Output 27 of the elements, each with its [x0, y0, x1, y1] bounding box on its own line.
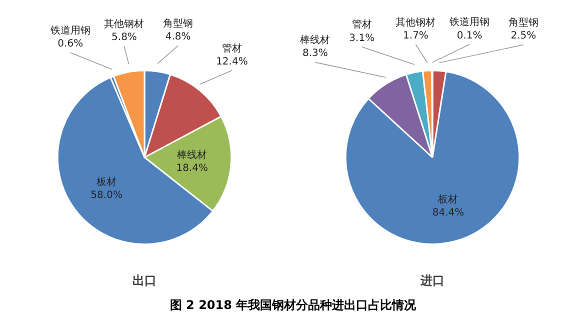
- slice-label: 板材: [96, 176, 117, 188]
- slice-label: 管材: [352, 18, 372, 31]
- slice-label: 铁道用钢: [49, 24, 90, 36]
- slice-label: 角型钢: [163, 17, 194, 30]
- data-label: 3.1%: [349, 32, 375, 44]
- slice-label: 铁道用钢: [448, 16, 490, 28]
- data-label: 58.0%: [90, 190, 122, 202]
- data-label: 2.5%: [510, 30, 536, 42]
- slice-label: 棒线材: [177, 148, 208, 161]
- caption: 图 2 2018 年我国钢材分品种进出口占比情况: [170, 297, 416, 314]
- data-label: 4.8%: [165, 32, 191, 43]
- data-label: 18.4%: [176, 163, 208, 174]
- text: 出口: [132, 274, 156, 288]
- text: 进口: [420, 274, 444, 288]
- data-label: 12.4%: [216, 56, 248, 68]
- data-label: 0.1%: [456, 30, 482, 42]
- data-label: 84.4%: [432, 208, 464, 219]
- slice-label: 其他钢材: [104, 18, 144, 30]
- slice-label: 板材: [437, 194, 458, 206]
- data-label: 5.8%: [112, 32, 137, 44]
- slice-label: 管材: [222, 42, 242, 54]
- data-label: 1.7%: [403, 30, 428, 42]
- data-label: 8.3%: [302, 48, 328, 60]
- slice-label: 其他钢材: [396, 16, 436, 28]
- slice-label: 角型钢: [508, 16, 538, 28]
- data-label: 0.6%: [58, 38, 84, 50]
- slice-label: 棒线材: [300, 34, 330, 46]
